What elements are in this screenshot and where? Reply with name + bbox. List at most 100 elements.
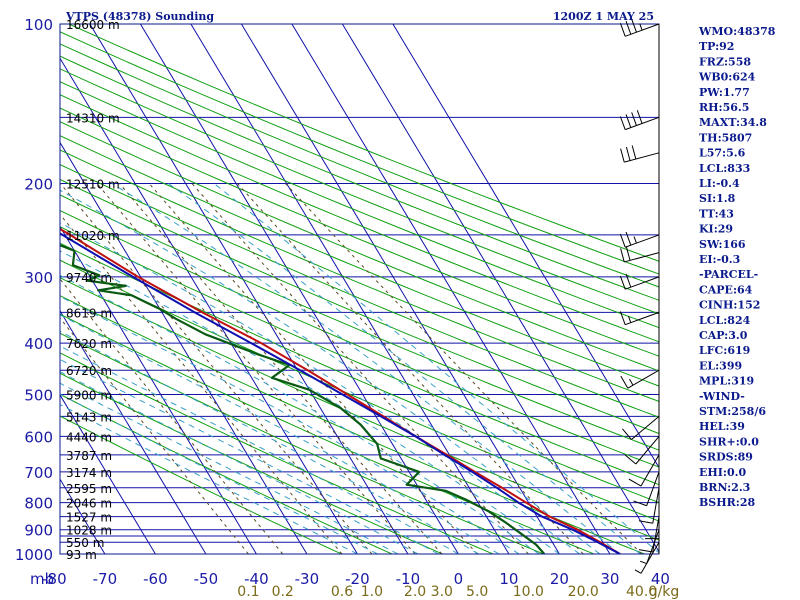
stability-index-entry: EI:-0.3 bbox=[699, 253, 740, 266]
dry-adiabat-line bbox=[60, 81, 659, 329]
station-title: VTPS (48378) Sounding bbox=[65, 10, 214, 23]
isotherm-line bbox=[60, 141, 308, 554]
wind-barb-feather bbox=[619, 275, 626, 290]
temperature-tick-label: 40 bbox=[651, 570, 670, 588]
stability-index-entry: CINH:152 bbox=[699, 299, 760, 312]
height-label: 2595 m bbox=[66, 482, 112, 496]
isotherm-line bbox=[392, 24, 659, 469]
pressure-tick-label: 900 bbox=[24, 522, 53, 540]
wind-barb-feather bbox=[628, 478, 642, 487]
background-grid bbox=[0, 24, 659, 554]
wind-barb-feather bbox=[631, 145, 637, 160]
wind-barb-feather bbox=[619, 22, 626, 37]
height-label: 3787 m bbox=[66, 449, 112, 463]
stability-index-entry: PW:1.77 bbox=[699, 86, 750, 99]
wind-barb-feather bbox=[620, 148, 625, 163]
stability-index-entry: SHR+:0.0 bbox=[699, 435, 759, 448]
mixing-ratio-line bbox=[148, 183, 478, 554]
height-label: 9740 m bbox=[66, 271, 112, 285]
stability-index-entry: EL:399 bbox=[699, 359, 742, 372]
stability-index-entry: STM:258/6 bbox=[699, 405, 766, 418]
moist-adiabat-line bbox=[60, 250, 560, 554]
mixing-ratio-tick-label: 5.0 bbox=[466, 584, 488, 600]
height-label: 4440 m bbox=[66, 430, 112, 444]
temperature-tick-label: -20 bbox=[345, 570, 370, 588]
temperature-tick-label: 20 bbox=[550, 570, 569, 588]
mixing-ratio-line bbox=[60, 278, 284, 554]
stability-index-entry: RH:56.5 bbox=[699, 101, 749, 114]
mixing-ratio-tick-label: 40.0 bbox=[626, 584, 657, 600]
mixing-ratio-tick-label: 0.6 bbox=[331, 584, 353, 600]
stability-index-entry: WB0:624 bbox=[698, 71, 756, 84]
stability-index-entry: -WIND- bbox=[699, 390, 745, 403]
wind-barb bbox=[624, 436, 660, 465]
wind-barb-feather bbox=[638, 549, 653, 553]
stability-index-entry: MAXT:34.8 bbox=[699, 116, 767, 129]
wind-barb-staff bbox=[631, 416, 660, 440]
temperature-tick-label: 10 bbox=[499, 570, 518, 588]
wind-barb bbox=[628, 454, 660, 487]
stability-index-entry: WMO:48378 bbox=[698, 25, 776, 38]
stability-index-entry: L57:5.6 bbox=[699, 147, 746, 160]
wind-barb-feather bbox=[619, 311, 626, 325]
pressure-unit-label: mb bbox=[30, 570, 54, 588]
wind-barb bbox=[633, 471, 660, 507]
stability-index-entry: LCL:824 bbox=[699, 314, 751, 327]
mixing-ratio-tick-label: 1.0 bbox=[361, 584, 383, 600]
isotherm-line bbox=[139, 24, 459, 554]
stability-index-entry: TP:92 bbox=[699, 40, 734, 53]
moist-adiabat-line bbox=[213, 183, 659, 554]
wind-barb-half-feather bbox=[634, 569, 642, 574]
wind-barb bbox=[620, 369, 660, 389]
pressure-tick-label: 400 bbox=[24, 335, 53, 353]
stability-index-entry: SW:166 bbox=[699, 238, 746, 251]
wind-barb-feather bbox=[636, 110, 643, 124]
wind-barb-feather bbox=[625, 114, 632, 128]
wind-barb-feather bbox=[625, 273, 632, 288]
dry-adiabat-line bbox=[60, 31, 659, 275]
wind-barb-feather bbox=[625, 146, 631, 161]
temperature-tick-label: -10 bbox=[396, 570, 421, 588]
wind-barb-staff bbox=[646, 529, 660, 564]
pressure-tick-label: 500 bbox=[24, 386, 53, 404]
mixing-ratio-line bbox=[60, 213, 343, 554]
wind-barb-staff bbox=[625, 276, 660, 290]
wind-barb-feather bbox=[631, 112, 637, 126]
height-label: 6720 m bbox=[66, 364, 112, 378]
dry-adiabat-line bbox=[60, 55, 659, 301]
wind-barb-feather bbox=[625, 246, 631, 261]
stability-index-entry: TT:43 bbox=[699, 207, 734, 220]
wind-barb-staff bbox=[652, 516, 660, 553]
temperature-tick-label: -50 bbox=[194, 570, 219, 588]
isotherm-line bbox=[0, 24, 4, 554]
temperature-tick-label: 30 bbox=[600, 570, 619, 588]
wind-barb-feather bbox=[638, 520, 653, 524]
wind-barb-staff bbox=[640, 454, 660, 487]
height-label: 11020 m bbox=[66, 229, 120, 243]
moist-adiabat-line bbox=[60, 371, 419, 554]
dry-adiabat-line bbox=[60, 94, 659, 343]
moist-adiabat-line bbox=[60, 189, 601, 554]
mixing-ratio-line bbox=[60, 317, 249, 554]
temperature-tick-label: -60 bbox=[143, 570, 168, 588]
isotherm-line bbox=[341, 24, 659, 553]
dry-adiabat-line bbox=[60, 135, 659, 387]
temperature-tick-label: -40 bbox=[244, 570, 269, 588]
height-label: 1527 m bbox=[66, 511, 112, 525]
mixing-ratio-line bbox=[96, 183, 416, 554]
wind-barb-staff bbox=[646, 471, 660, 506]
pressure-tick-label: 800 bbox=[24, 495, 53, 513]
temperature-tick-label: -70 bbox=[93, 570, 118, 588]
dry-adiabat-line bbox=[60, 43, 659, 288]
wind-barb bbox=[639, 529, 660, 565]
stability-index-entry: -PARCEL- bbox=[699, 268, 758, 281]
mixing-ratio-tick-label: 20.0 bbox=[568, 584, 599, 600]
wind-barb-staff bbox=[640, 541, 660, 574]
stability-index-entry: EHI:0.0 bbox=[699, 466, 746, 479]
dry-adiabat-line bbox=[60, 352, 494, 554]
dry-adiabat-line bbox=[60, 259, 659, 522]
dry-adiabat-line bbox=[60, 194, 659, 451]
isotherm-line bbox=[240, 24, 560, 554]
wind-barb-feather bbox=[625, 231, 632, 246]
mixing-ratio-tick-label: 2.0 bbox=[404, 584, 426, 600]
